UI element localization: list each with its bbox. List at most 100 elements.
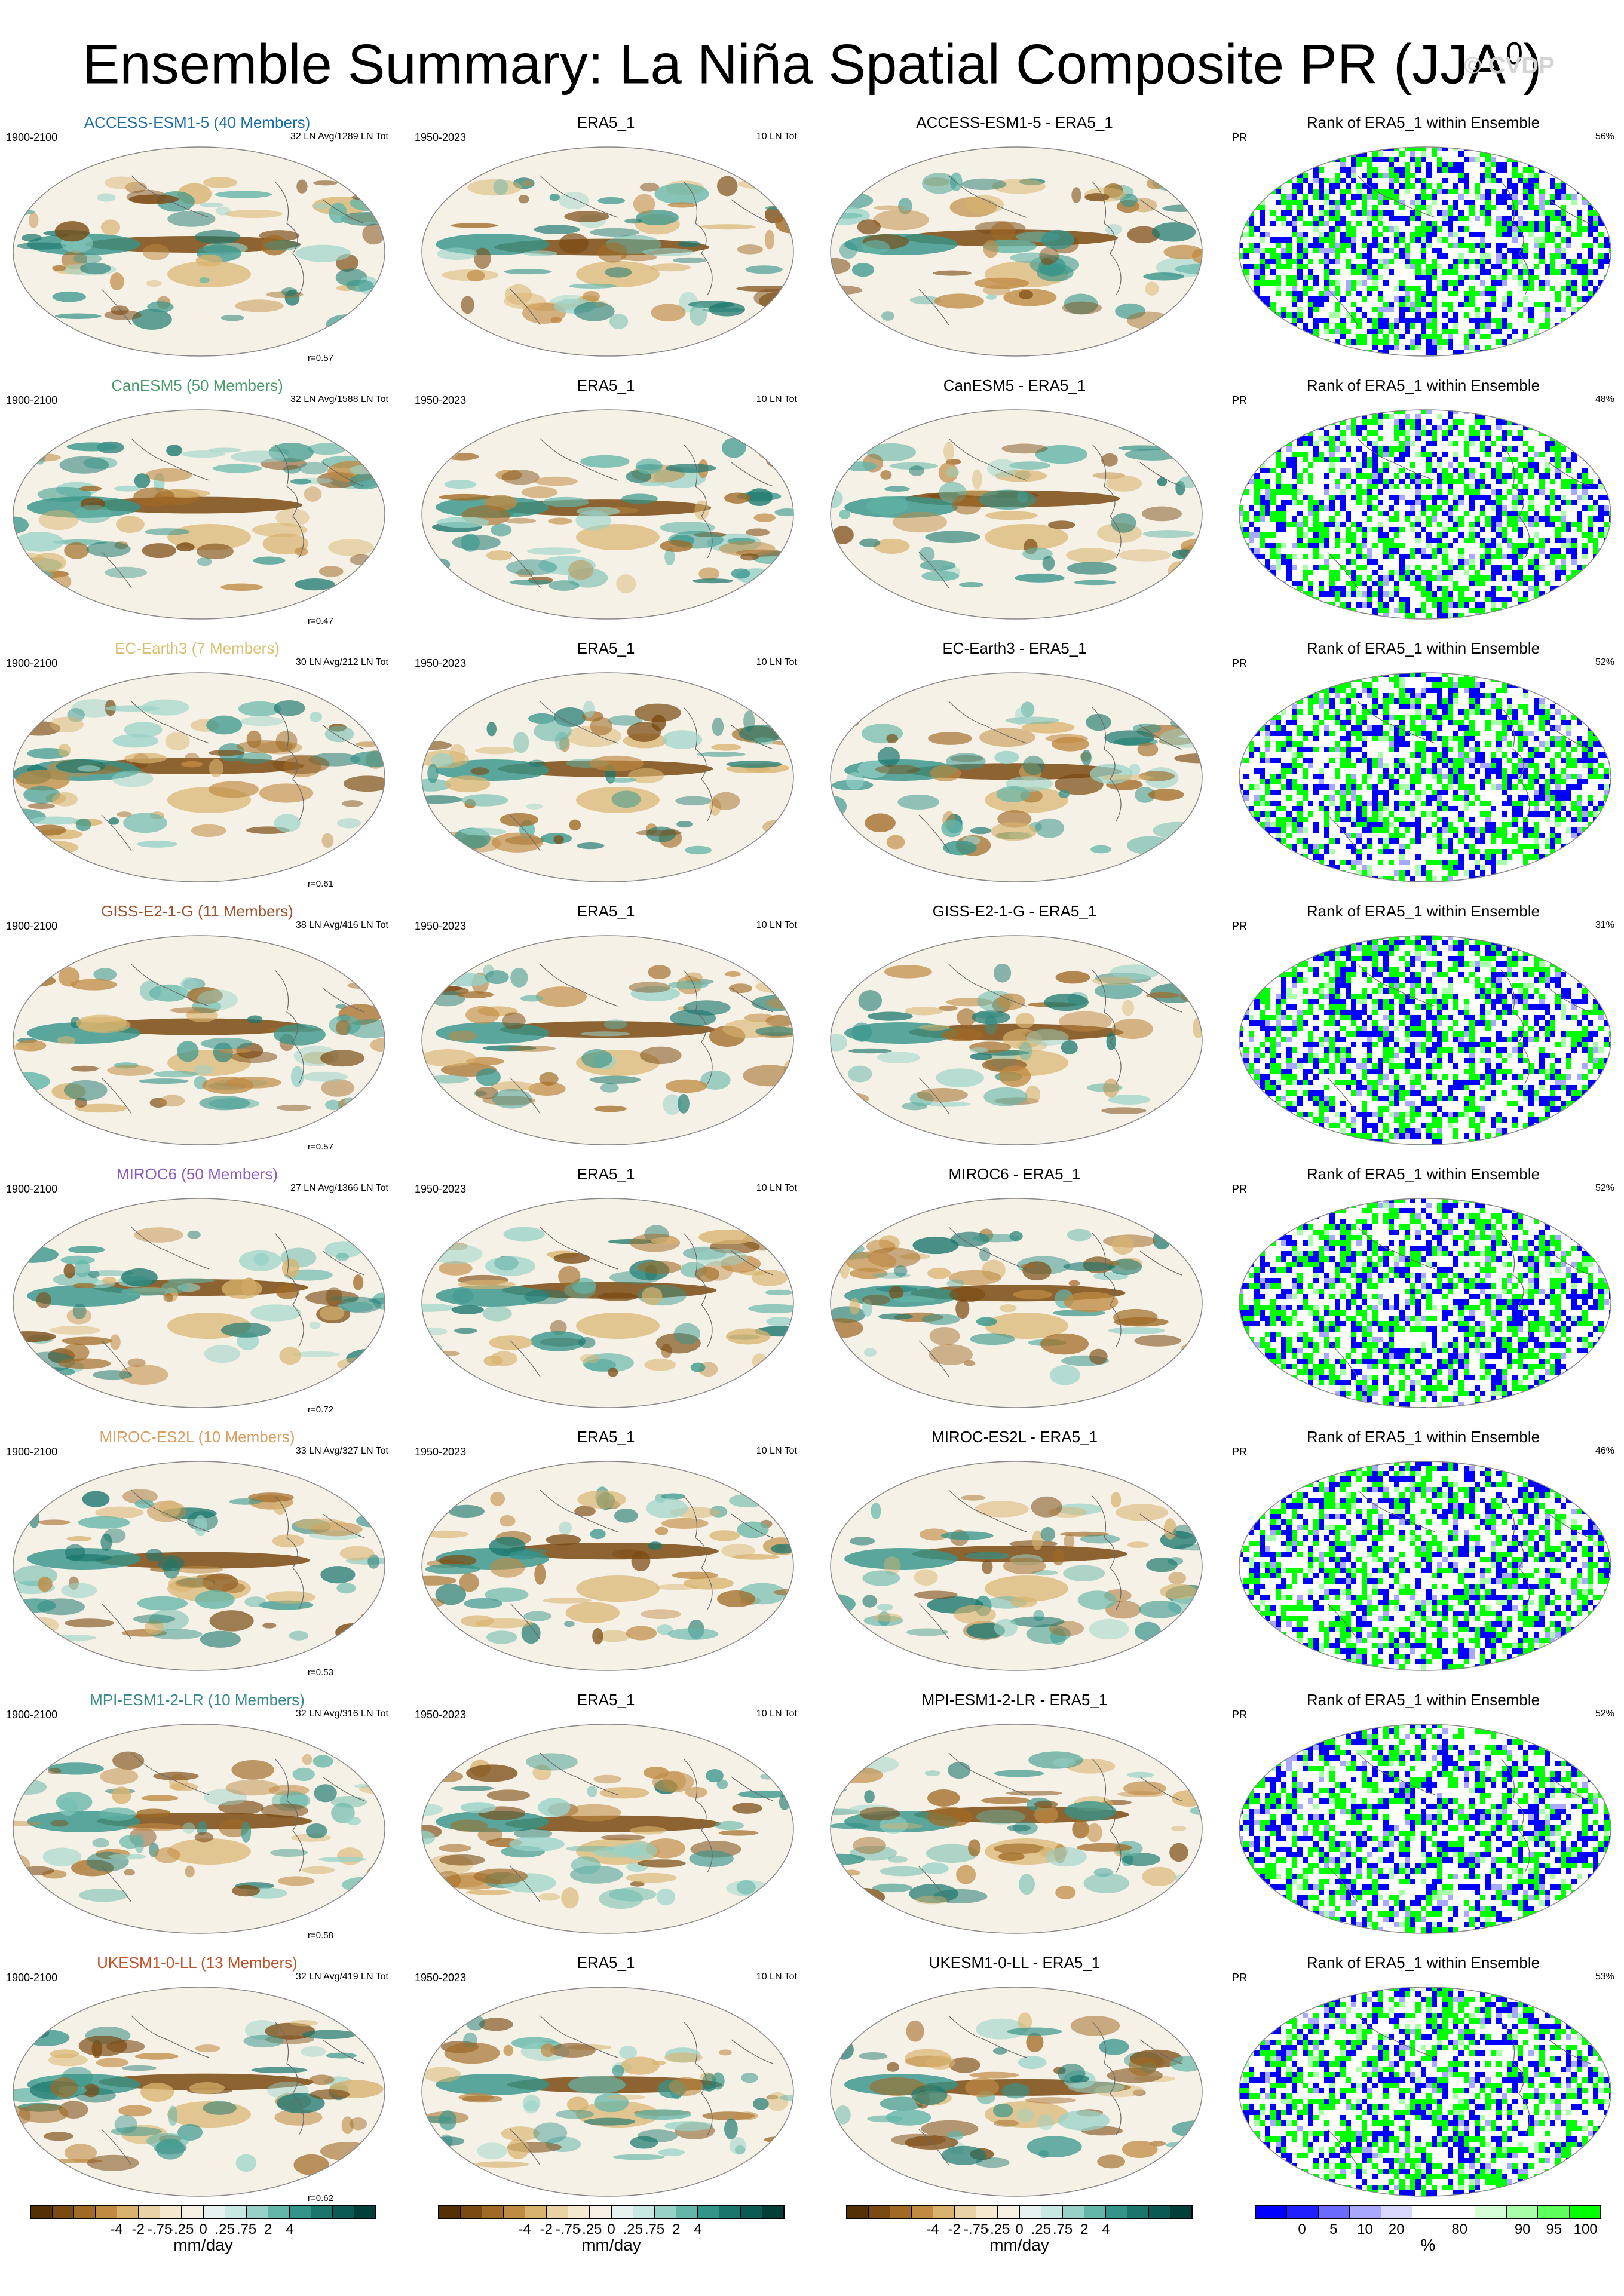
panel-diff-row-5: MIROC6 - ERA5_1: [823, 1165, 1206, 1428]
colorbar-swatch: [997, 2206, 1019, 2218]
colorbar-swatch: [1019, 2206, 1041, 2218]
colorbar-tick-label: -.25: [169, 2221, 194, 2237]
colorbar-swatch: [160, 2206, 182, 2218]
colorbar-tick-label: 2: [1080, 2221, 1089, 2237]
colorbar-swatch: [911, 2206, 933, 2218]
colorbar-swatch: [976, 2206, 998, 2218]
panel-model-row-7: MPI-ESM1-2-LR (10 Members) 1900-2100 32 LN…: [6, 1691, 388, 1954]
colorbar-tick-label: -.25: [985, 2221, 1010, 2237]
diff-map: [829, 1460, 1203, 1672]
figure-title: Ensemble Summary: La Niña Spatial Compos…: [0, 18, 1624, 100]
colorbar-tick-label: .25: [215, 2221, 235, 2237]
obs-right-label: 10 LN Tot: [756, 657, 797, 667]
rank-right-label: 52%: [1595, 1183, 1614, 1193]
colorbar-tick-label: .75: [236, 2221, 257, 2237]
obs-title: ERA5_1: [577, 1165, 635, 1183]
colorbar-swatch: [890, 2206, 912, 2218]
diff-title: ACCESS-ESM1-5 - ERA5_1: [916, 114, 1113, 131]
model-title: MIROC-ES2L (10 Members): [99, 1428, 295, 1446]
colorbar-swatch: [1126, 2206, 1148, 2218]
rank-map: [1238, 146, 1612, 357]
model-title: MIROC6 (50 Members): [116, 1165, 278, 1183]
obs-title: ERA5_1: [577, 376, 635, 394]
panel-rank-row-1: Rank of ERA5_1 within Ensemble PR 56%: [1232, 114, 1614, 376]
model-map: [12, 1460, 386, 1672]
obs-map: [421, 409, 795, 620]
colorbar-tick-label: 20: [1388, 2221, 1405, 2237]
colorbar-swatch: [1105, 2206, 1127, 2218]
colorbar-tick-label: 0: [607, 2221, 615, 2237]
colorbar-swatch: [181, 2206, 203, 2218]
rank-left-label: PR: [1232, 1183, 1248, 1195]
diff-map: [829, 1197, 1203, 1409]
panel-model-row-8: UKESM1-0-LL (13 Members) 1900-2100 32 LN A…: [6, 1954, 388, 2217]
colorbar-tick-label: .75: [644, 2221, 665, 2237]
colorbar-swatch: [546, 2206, 568, 2218]
panel-rank-row-7: Rank of ERA5_1 within Ensemble PR 52%: [1232, 1691, 1614, 1954]
colorbar-tick-label: -2: [131, 2221, 145, 2237]
colorbar-swatch: [761, 2206, 783, 2218]
obs-title: ERA5_1: [577, 1428, 635, 1446]
model-right-label: 32 LN Avg/1289 LN Tot: [290, 131, 388, 142]
rank-title: Rank of ERA5_1 within Ensemble: [1306, 1954, 1540, 1972]
obs-title: ERA5_1: [577, 1954, 635, 1972]
colorbar-swatch: [73, 2206, 96, 2218]
colorbar-swatch: [332, 2206, 354, 2218]
colorbar-swatch: [353, 2206, 375, 2218]
colorbar-swatch: [482, 2206, 504, 2218]
diff-title: MPI-ESM1-2-LR - ERA5_1: [921, 1691, 1108, 1709]
rank-title: Rank of ERA5_1 within Ensemble: [1306, 902, 1540, 920]
colorbar-swatch: [117, 2206, 139, 2218]
diff-title: MIROC6 - ERA5_1: [948, 1165, 1081, 1183]
colorbar-swatch: [675, 2206, 697, 2218]
panel-diff-row-2: CanESM5 - ERA5_1: [823, 376, 1206, 639]
title-main: Ensemble Summary: La Niña Spatial Compos…: [82, 32, 1506, 96]
colorbar-swatch: [611, 2206, 633, 2218]
rank-map: [1238, 1723, 1612, 1935]
model-left-label: 1900-2100: [6, 657, 58, 669]
panel-model-row-1: ACCESS-ESM1-5 (40 Members) 1900-2100 32 LN…: [6, 114, 388, 376]
model-left-label: 1900-2100: [6, 1709, 58, 1721]
panel-obs-row-1: ERA5_1 1950-2023 10 LN Tot: [415, 114, 797, 376]
panel-rank-row-5: Rank of ERA5_1 within Ensemble PR 52%: [1232, 1165, 1614, 1428]
model-right-label: 33 LN Avg/327 LN Tot: [295, 1446, 388, 1456]
diff-map: [829, 1723, 1203, 1935]
pr-colorbar-obs: -4 -2 -.75 -.25 0 .25.75 2 4 mm/day: [438, 2205, 785, 2255]
model-title: GISS-E2-1-G (11 Members): [101, 902, 293, 920]
model-map: [12, 146, 386, 357]
colorbar-unit: mm/day: [581, 2236, 641, 2254]
colorbar-tick-label: 10: [1357, 2221, 1373, 2237]
colorbar-swatch: [95, 2206, 117, 2218]
colorbar-boxes: [438, 2205, 785, 2219]
colorbar-ticks: -4 -2 -.75 -.25 0 .25.75 2 4: [30, 2219, 376, 2237]
model-title: MPI-ESM1-2-LR (10 Members): [90, 1691, 305, 1709]
diff-title: EC-Earth3 - ERA5_1: [942, 639, 1087, 657]
obs-map: [421, 934, 795, 1146]
colorbar-swatch: [203, 2206, 225, 2218]
diff-title: MIROC-ES2L - ERA5_1: [931, 1428, 1098, 1446]
colorbar-swatch: [439, 2206, 461, 2218]
colorbar-swatch: [1506, 2206, 1538, 2218]
panel-rank-row-3: Rank of ERA5_1 within Ensemble PR 52%: [1232, 639, 1614, 902]
diff-map: [829, 1986, 1203, 2197]
obs-title: ERA5_1: [577, 1691, 635, 1709]
model-map: [12, 672, 386, 883]
colorbar-tick-label: .75: [1052, 2221, 1073, 2237]
diff-title: UKESM1-0-LL - ERA5_1: [929, 1954, 1101, 1972]
obs-map: [421, 1986, 795, 2197]
diff-map: [829, 672, 1203, 883]
model-right-label: 32 LN Avg/1588 LN Tot: [290, 394, 388, 404]
colorbar-tick-label: .25: [1031, 2221, 1051, 2237]
rank-title: Rank of ERA5_1 within Ensemble: [1306, 639, 1540, 657]
obs-left-label: 1950-2023: [415, 657, 467, 669]
title-end: ): [1522, 32, 1542, 96]
rank-left-label: PR: [1232, 394, 1248, 406]
colorbar-swatch: [1083, 2206, 1105, 2218]
obs-title: ERA5_1: [577, 902, 635, 920]
panel-obs-row-2: ERA5_1 1950-2023 10 LN Tot: [415, 376, 797, 639]
obs-map: [421, 1460, 795, 1672]
rank-map: [1238, 409, 1612, 620]
panel-diff-row-8: UKESM1-0-LL - ERA5_1: [823, 1954, 1206, 2217]
colorbar-unit: mm/day: [989, 2236, 1049, 2254]
rank-map: [1238, 672, 1612, 883]
